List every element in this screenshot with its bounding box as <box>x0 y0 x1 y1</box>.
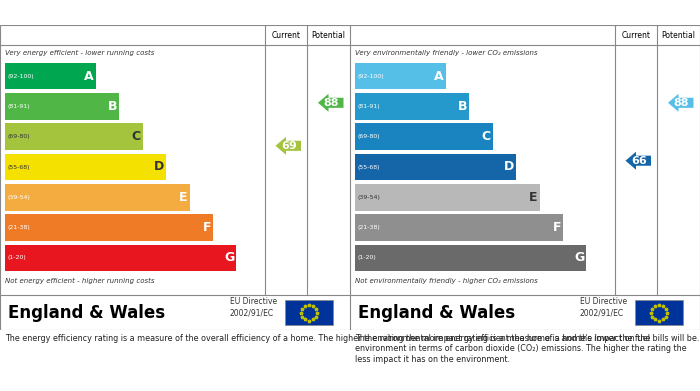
Text: Not energy efficient - higher running costs: Not energy efficient - higher running co… <box>5 278 155 284</box>
Bar <box>5 124 143 150</box>
Text: F: F <box>552 221 561 234</box>
Text: G: G <box>224 251 234 264</box>
Text: (92-100): (92-100) <box>8 74 34 79</box>
Bar <box>355 63 446 90</box>
Bar <box>355 184 540 211</box>
Text: Energy Efficiency Rating: Energy Efficiency Rating <box>8 6 180 19</box>
Text: E: E <box>179 191 188 204</box>
Text: Current: Current <box>622 30 650 39</box>
Text: EU Directive
2002/91/EC: EU Directive 2002/91/EC <box>580 297 627 317</box>
Text: England & Wales: England & Wales <box>358 303 515 321</box>
Text: A: A <box>435 70 444 83</box>
Text: 66: 66 <box>631 156 647 166</box>
Text: D: D <box>154 160 164 174</box>
Text: F: F <box>202 221 211 234</box>
Text: England & Wales: England & Wales <box>8 303 165 321</box>
Text: Not environmentally friendly - higher CO₂ emissions: Not environmentally friendly - higher CO… <box>355 278 538 284</box>
Text: G: G <box>574 251 584 264</box>
Text: (39-54): (39-54) <box>8 195 31 200</box>
Text: 88: 88 <box>673 98 690 108</box>
Text: (21-38): (21-38) <box>358 225 381 230</box>
Polygon shape <box>668 94 694 112</box>
Text: D: D <box>504 160 514 174</box>
Bar <box>5 244 237 271</box>
Polygon shape <box>318 94 344 112</box>
Text: 69: 69 <box>281 141 297 151</box>
Text: (55-68): (55-68) <box>8 165 31 170</box>
Text: Potential: Potential <box>312 30 346 39</box>
Text: Environmental Impact (CO₂) Rating: Environmental Impact (CO₂) Rating <box>358 6 604 19</box>
Text: (1-20): (1-20) <box>8 255 27 260</box>
Polygon shape <box>626 152 651 170</box>
Bar <box>285 300 333 325</box>
Text: C: C <box>482 130 491 143</box>
Text: (69-80): (69-80) <box>358 134 381 139</box>
Bar <box>5 184 190 211</box>
Text: Very environmentally friendly - lower CO₂ emissions: Very environmentally friendly - lower CO… <box>355 50 538 56</box>
Bar <box>5 154 166 180</box>
Text: (92-100): (92-100) <box>358 74 384 79</box>
Text: B: B <box>458 100 468 113</box>
Text: A: A <box>85 70 94 83</box>
Text: (55-68): (55-68) <box>358 165 381 170</box>
Text: C: C <box>132 130 141 143</box>
Polygon shape <box>276 137 301 155</box>
Bar <box>355 124 493 150</box>
Bar <box>5 63 96 90</box>
Text: Very energy efficient - lower running costs: Very energy efficient - lower running co… <box>5 50 155 56</box>
Bar <box>5 93 120 120</box>
Bar <box>5 214 213 241</box>
Text: (81-91): (81-91) <box>358 104 381 109</box>
Text: (81-91): (81-91) <box>8 104 31 109</box>
Bar <box>635 300 683 325</box>
Bar <box>355 214 563 241</box>
Bar <box>355 93 470 120</box>
Text: B: B <box>108 100 118 113</box>
Text: (39-54): (39-54) <box>358 195 381 200</box>
Text: The environmental impact rating is a measure of a home's impact on the environme: The environmental impact rating is a mea… <box>355 334 687 364</box>
Text: EU Directive
2002/91/EC: EU Directive 2002/91/EC <box>230 297 277 317</box>
Text: Potential: Potential <box>662 30 696 39</box>
Text: Current: Current <box>272 30 300 39</box>
Text: E: E <box>529 191 538 204</box>
Text: (21-38): (21-38) <box>8 225 31 230</box>
Text: 88: 88 <box>323 98 340 108</box>
Text: (1-20): (1-20) <box>358 255 377 260</box>
Bar <box>355 244 587 271</box>
Text: (69-80): (69-80) <box>8 134 31 139</box>
Bar <box>355 154 516 180</box>
Text: The energy efficiency rating is a measure of the overall efficiency of a home. T: The energy efficiency rating is a measur… <box>5 334 699 343</box>
